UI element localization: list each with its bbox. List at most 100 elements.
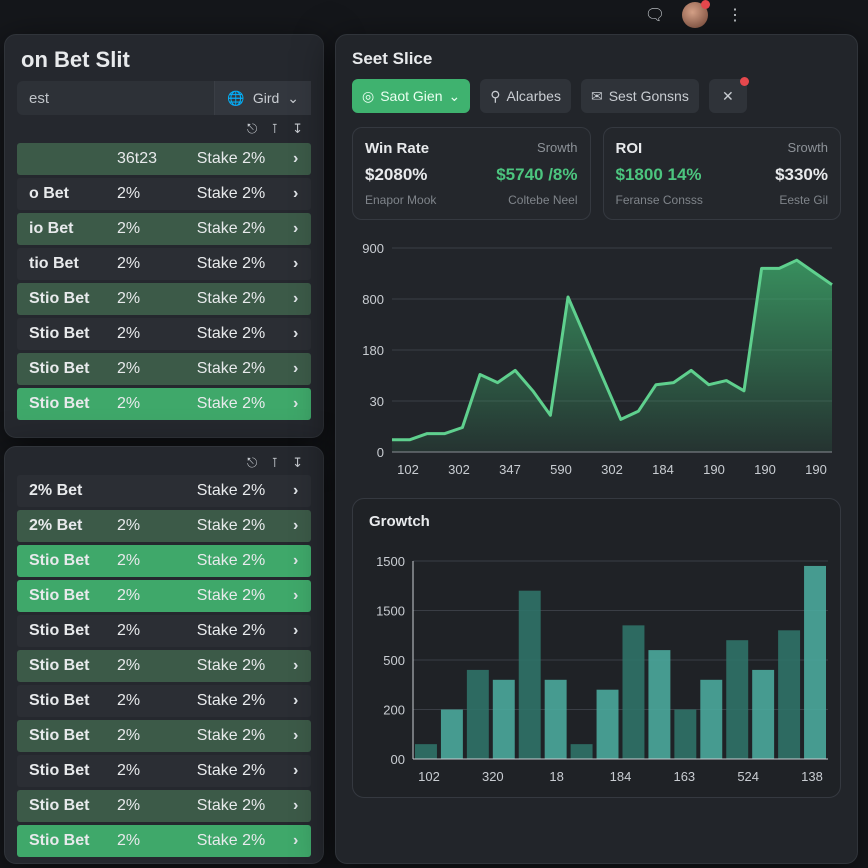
bet-percent: 2% — [117, 762, 141, 779]
card-note-2: Eeste Gil — [779, 193, 828, 207]
bet-stake: Stake 2% — [196, 587, 266, 604]
bet-stake: Stake 2% — [196, 832, 266, 849]
bet-name: Stio Bet — [29, 290, 90, 307]
bet-name: Stio Bet — [29, 587, 90, 604]
card-value-2: $5740 /8% — [496, 165, 578, 184]
bet-row[interactable]: Stio Bet 2% Stake 2% › — [17, 615, 311, 647]
avatar[interactable] — [682, 0, 710, 28]
target-icon: ◎ — [362, 87, 375, 104]
bet-row[interactable]: Stio Bet 2% Stake 2% › — [17, 283, 311, 315]
bet-row[interactable]: Stio Bet 2% Stake 2% › — [17, 755, 311, 787]
bet-stake: Stake 2% — [196, 325, 266, 342]
search-input[interactable] — [17, 81, 216, 115]
bet-row[interactable]: Stio Bet 2% Stake 2% › — [17, 720, 311, 752]
download-icon[interactable]: ↧ — [292, 455, 303, 470]
chevron-right-icon: › — [293, 622, 299, 639]
y-tick-label: 200 — [383, 703, 405, 718]
bet-row[interactable]: 2% Bet Stake 2% › — [17, 475, 311, 507]
filter-icon[interactable]: ⊺ — [271, 455, 279, 470]
notification-badge — [701, 0, 710, 9]
bet-row[interactable]: Stio Bet 2% Stake 2% › — [17, 580, 311, 612]
chevron-right-icon: › — [293, 395, 299, 412]
bar — [440, 709, 463, 759]
chevron-right-icon: › — [293, 692, 299, 709]
bet-percent: 2% — [117, 657, 141, 674]
bet-name: Stio Bet — [29, 832, 90, 849]
bet-percent: 2% — [117, 290, 141, 307]
bar — [804, 565, 826, 759]
bet-row[interactable]: Stio Bet 2% Stake 2% › — [17, 825, 311, 857]
bet-stake: Stake 2% — [196, 185, 266, 202]
bet-stake: Stake 2% — [196, 692, 266, 709]
stamp-icon[interactable]: ⎋ — [247, 455, 258, 470]
close-button[interactable]: ✕ — [708, 77, 749, 113]
bet-row[interactable]: Stio Bet 2% Stake 2% › — [17, 353, 311, 385]
chevron-right-icon: › — [293, 797, 299, 814]
bet-row[interactable]: Stio Bet 2% Stake 2% › — [17, 650, 311, 682]
chevron-right-icon: › — [293, 325, 299, 342]
x-tick-label: 102 — [397, 462, 419, 477]
bet-percent: 2% — [117, 692, 141, 709]
bet-stake: Stake 2% — [196, 622, 266, 639]
button-label: Saot Gien — [380, 88, 443, 104]
chevron-right-icon: › — [293, 762, 299, 779]
bet-row[interactable]: io Bet 2% Stake 2% › — [17, 213, 311, 245]
settings-button[interactable]: ✉ Sest Gonsns — [580, 79, 699, 113]
bet-stake: Stake 2% — [196, 762, 266, 779]
bet-name: Stio Bet — [29, 657, 90, 674]
bet-stake: Stake 2% — [196, 517, 266, 534]
top-bar: 🗨 ⋮ — [0, 0, 868, 30]
bet-stake: Stake 2% — [196, 727, 266, 744]
chevron-right-icon: › — [293, 727, 299, 744]
bet-stake: Stake 2% — [196, 797, 266, 814]
notification-badge — [739, 77, 749, 86]
bet-row[interactable]: 2% Bet 2% Stake 2% › — [17, 510, 311, 542]
stamp-icon[interactable]: ⎋ — [247, 121, 258, 136]
x-tick-label: 302 — [601, 462, 623, 477]
select-button[interactable]: ◎ Saot Gien ⌄ — [352, 79, 471, 113]
bet-row[interactable]: o Bet 2% Stake 2% › — [17, 178, 311, 210]
chart-title: Growtch — [369, 513, 430, 530]
chevron-right-icon: › — [293, 587, 299, 604]
filter-icon[interactable]: ⊺ — [271, 121, 279, 136]
bet-row[interactable]: Stio Bet 2% Stake 2% › — [17, 685, 311, 717]
bet-row[interactable]: Stio Bet 2% Stake 2% › — [17, 388, 311, 420]
bet-row[interactable]: Stio Bet 2% Stake 2% › — [17, 318, 311, 350]
stat-card-roi: ROI Srowth $1800 14% $330% Feranse Conss… — [602, 127, 841, 220]
x-tick-label: 138 — [801, 769, 823, 784]
bet-list-panel: ⎋ ⊺ ↧ 2% Bet Stake 2% › 2% Bet 2% Stake 2% › St… — [4, 446, 324, 864]
bet-percent: 2% — [117, 255, 141, 272]
bet-name: io Bet — [29, 220, 74, 237]
bar — [700, 679, 723, 759]
y-tick-label: 800 — [362, 292, 384, 307]
bet-row[interactable]: Stio Bet 2% Stake 2% › — [17, 790, 311, 822]
x-tick-label: 590 — [550, 462, 572, 477]
more-vertical-icon[interactable]: ⋮ — [727, 7, 743, 24]
card-note: Feranse Consss — [615, 193, 703, 207]
x-tick-label: 184 — [610, 769, 632, 784]
y-tick-label: 900 — [362, 241, 384, 256]
bet-name: 2% Bet — [29, 482, 83, 499]
x-tick-label: 347 — [499, 462, 521, 477]
bet-stake: Stake 2% — [196, 482, 266, 499]
bet-percent: 2% — [117, 587, 141, 604]
bet-stake: Stake 2% — [196, 150, 266, 167]
filter-dropdown[interactable]: 🌐 Gird ⌄ — [215, 81, 311, 115]
x-tick-label: 184 — [652, 462, 674, 477]
download-icon[interactable]: ↧ — [292, 121, 303, 136]
bet-name: o Bet — [29, 185, 69, 202]
chevron-down-icon: ⌄ — [448, 87, 461, 104]
bet-row[interactable]: Stio Bet 2% Stake 2% › — [17, 545, 311, 577]
globe-icon: 🌐 — [227, 89, 245, 106]
filter-button[interactable]: ⚲ Alcarbes — [480, 79, 571, 113]
button-label: Sest Gonsns — [608, 88, 689, 104]
bet-stake: Stake 2% — [196, 290, 266, 307]
chat-icon[interactable]: 🗨 — [644, 7, 666, 24]
bet-row[interactable]: tio Bet 2% Stake 2% › — [17, 248, 311, 280]
bet-row[interactable]: 36t23 Stake 2% › — [17, 143, 311, 175]
bet-percent: 2% — [117, 832, 141, 849]
bar — [726, 640, 749, 759]
chevron-right-icon: › — [293, 290, 299, 307]
bet-stake: Stake 2% — [196, 255, 266, 272]
y-tick-label: 00 — [391, 752, 405, 767]
